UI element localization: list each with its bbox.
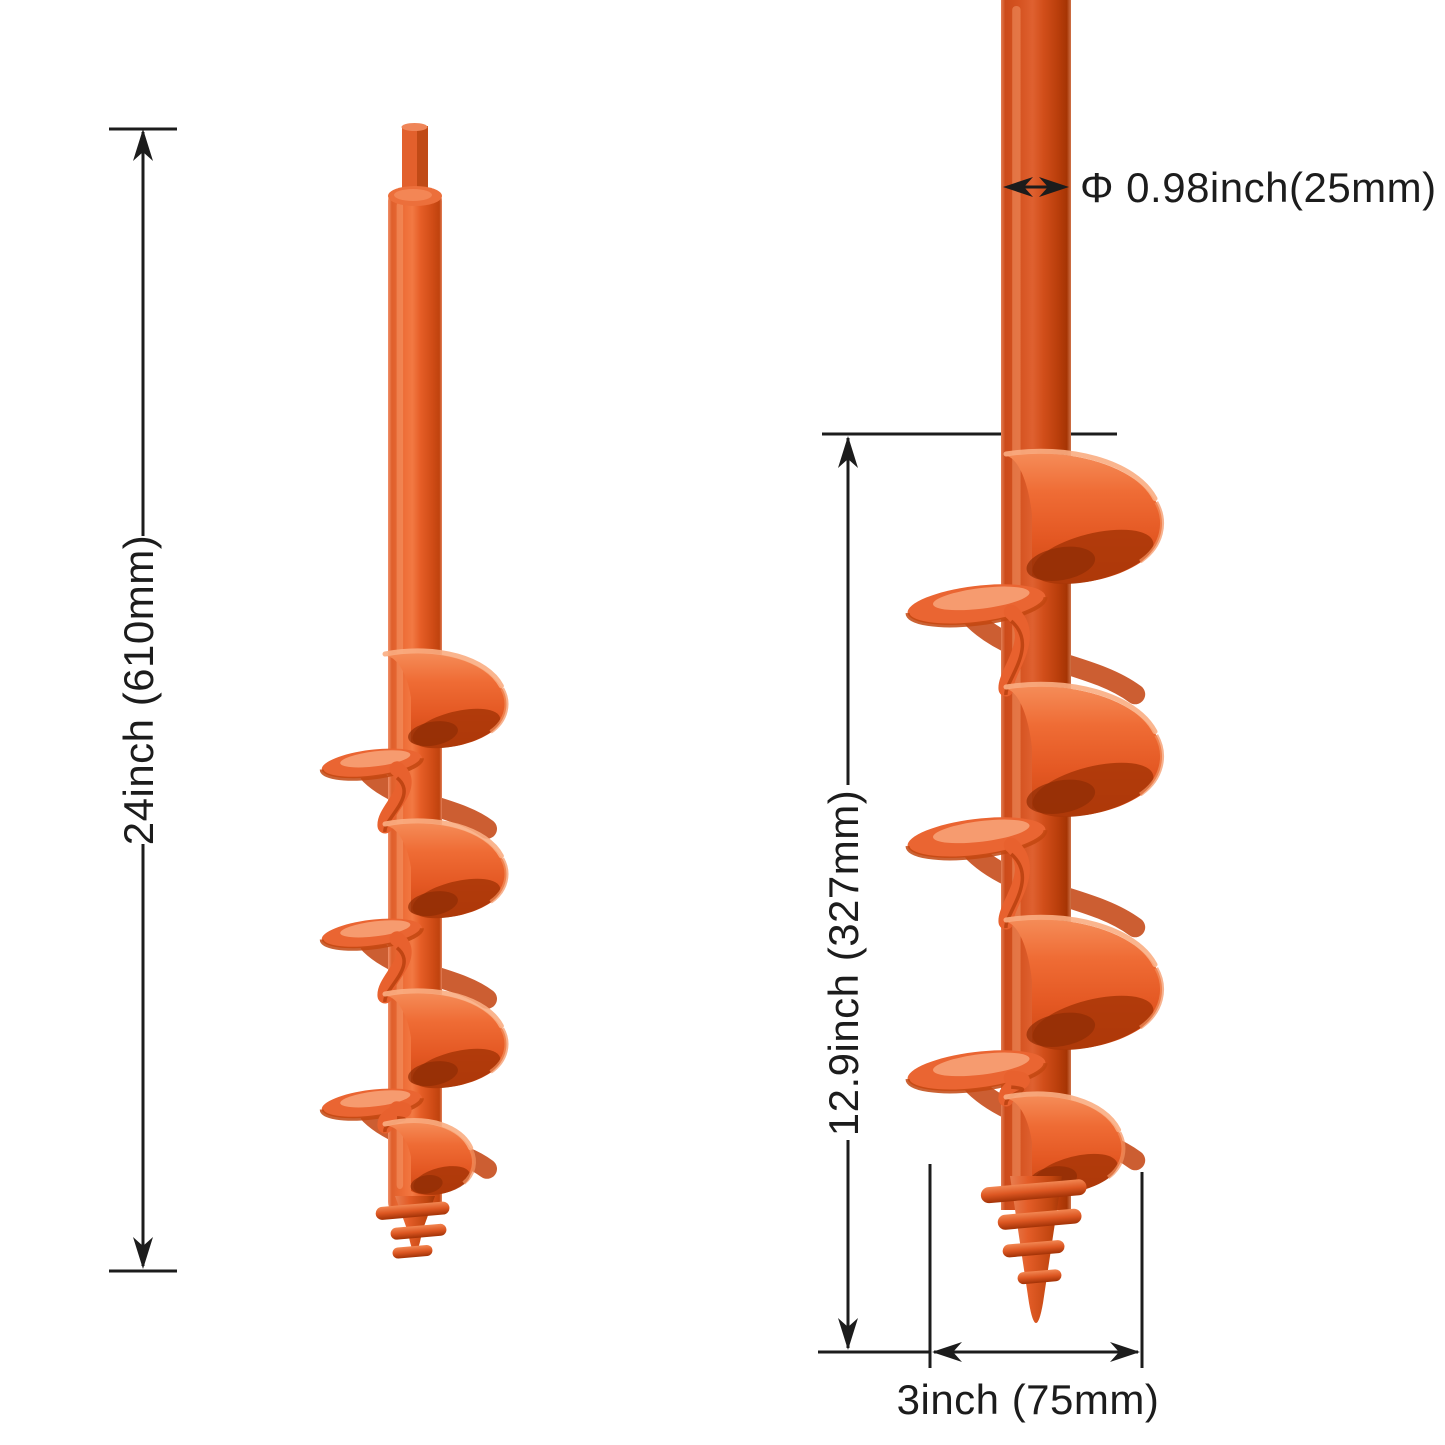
arrowhead-right: [1110, 1342, 1140, 1362]
spiral-diameter-dimension-label: 3inch (75mm): [897, 1376, 1160, 1423]
tip-thread: [1002, 1240, 1065, 1258]
spiral-length-dimension-label: 12.9inch (327mm): [820, 790, 867, 1136]
flight-rim-highlight: [1003, 448, 1158, 502]
shaft-highlight: [396, 202, 404, 1189]
shaft-diameter-dimension: Φ 0.98inch(25mm): [1003, 164, 1437, 211]
tip-thread: [980, 1179, 1087, 1204]
flight-rim-highlight: [1003, 681, 1158, 735]
flight-front-crossing: [377, 761, 412, 834]
flight-rim-highlight: [1003, 1091, 1122, 1133]
height-dimension: 24inch (610mm): [109, 127, 177, 1273]
flight-rim-highlight: [382, 648, 504, 689]
tip-thread: [1017, 1269, 1062, 1285]
arrowhead-up: [133, 129, 153, 161]
tip-thread: [997, 1208, 1082, 1230]
flight-front-crossing: [377, 931, 412, 1004]
hex-shank: [402, 126, 417, 196]
spiral-diameter-dimension: 3inch (75mm): [897, 1342, 1160, 1423]
arrowhead-down: [133, 1237, 153, 1269]
tip-thread: [390, 1223, 447, 1240]
tip-thread: [392, 1244, 433, 1259]
flight-front-crossing: [998, 604, 1030, 697]
flight-rim-highlight: [382, 988, 504, 1029]
right-auger-illustration: [905, 0, 1165, 1323]
height-dimension-label: 24inch (610mm): [115, 535, 162, 845]
shaft-diameter-dimension-label: Φ 0.98inch(25mm): [1080, 164, 1437, 211]
arrowhead-up: [838, 436, 858, 468]
arrowhead-right: [1039, 177, 1069, 197]
arrowhead-left: [1003, 177, 1033, 197]
flight-rim-highlight: [382, 818, 504, 859]
spiral-length-dimension: 12.9inch (327mm): [818, 436, 930, 1354]
arrowhead-left: [932, 1342, 962, 1362]
flight-rim-highlight: [1003, 914, 1158, 968]
tip-thread: [375, 1201, 450, 1220]
flight-front-crossing: [998, 837, 1030, 930]
left-auger-illustration: [319, 123, 509, 1259]
flight-rim-highlight: [382, 1118, 474, 1151]
arrowhead-down: [838, 1318, 858, 1350]
